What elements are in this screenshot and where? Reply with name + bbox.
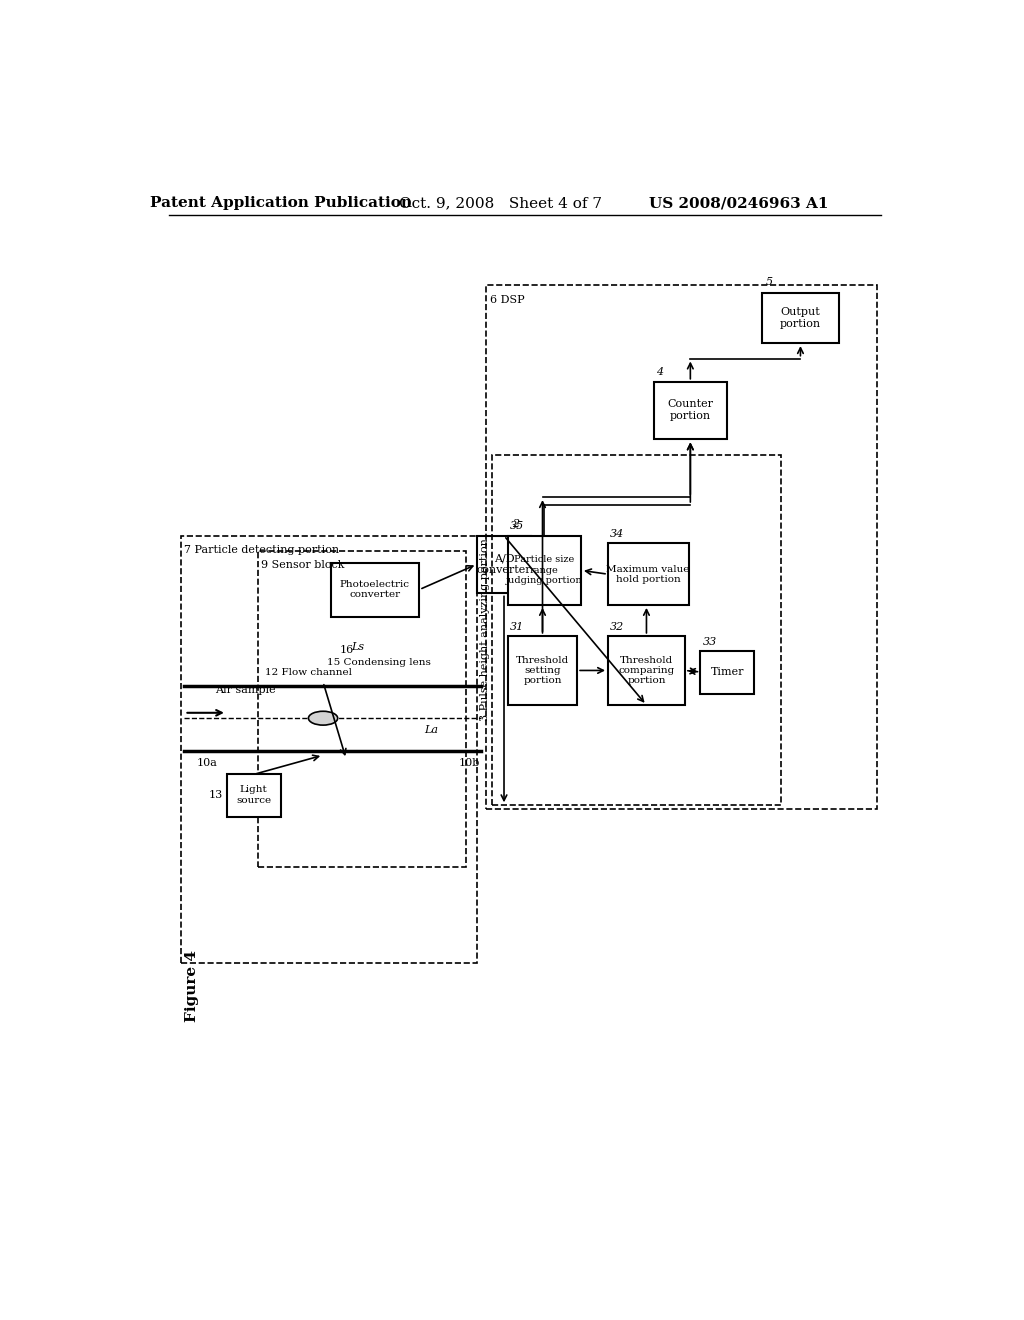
Text: Air sample: Air sample [215,685,275,694]
Text: 3 Pulse height analyzing portion: 3 Pulse height analyzing portion [480,539,489,721]
Bar [258,552,466,867]
Text: 32: 32 [610,622,625,631]
Bar [486,285,878,809]
Text: 33: 33 [702,638,717,647]
Bar [700,651,755,693]
Bar [608,544,689,605]
Text: Figure 4: Figure 4 [185,950,199,1022]
Bar [608,636,685,705]
Bar [331,562,419,616]
Text: La: La [424,725,438,735]
Bar [493,455,781,805]
Text: Maximum value
hold portion: Maximum value hold portion [606,565,690,583]
Text: 4: 4 [656,367,664,378]
Text: 6 DSP: 6 DSP [490,294,524,305]
Ellipse shape [308,711,338,725]
Text: 7 Particle detecting portion: 7 Particle detecting portion [184,545,340,554]
Text: A/D
converter: A/D converter [477,553,531,576]
Text: Oct. 9, 2008   Sheet 4 of 7: Oct. 9, 2008 Sheet 4 of 7 [398,197,602,210]
Text: 10a: 10a [198,758,218,768]
Text: 15 Condensing lens: 15 Condensing lens [327,657,431,667]
Text: 16: 16 [340,645,354,655]
Text: 34: 34 [610,529,625,539]
Bar [180,536,477,964]
Text: Light
source: Light source [237,785,271,805]
Text: Particle size
range
judging portion: Particle size range judging portion [506,556,583,585]
Bar [226,775,281,817]
Text: 10b: 10b [459,758,480,768]
Text: 31: 31 [510,622,524,631]
Text: Counter
portion: Counter portion [668,400,714,421]
Text: US 2008/0246963 A1: US 2008/0246963 A1 [649,197,828,210]
Text: 35: 35 [510,521,524,532]
Text: Photoelectric
converter: Photoelectric converter [340,579,410,599]
Text: Threshold
setting
portion: Threshold setting portion [516,656,569,685]
Bar [477,536,531,594]
Text: Ls: Ls [351,643,365,652]
Text: Patent Application Publication: Patent Application Publication [150,197,412,210]
Bar [762,293,839,343]
Text: 12 Flow channel: 12 Flow channel [265,668,352,677]
Bar [508,536,581,605]
Text: Output
portion: Output portion [780,308,821,329]
Text: 2: 2 [512,519,519,529]
Text: Timer: Timer [711,667,744,677]
Text: Threshold
comparing
portion: Threshold comparing portion [618,656,675,685]
Text: 9 Sensor block: 9 Sensor block [261,561,345,570]
Text: 5: 5 [766,277,773,286]
Text: 13: 13 [209,791,223,800]
Bar [654,381,727,440]
Bar [508,636,578,705]
